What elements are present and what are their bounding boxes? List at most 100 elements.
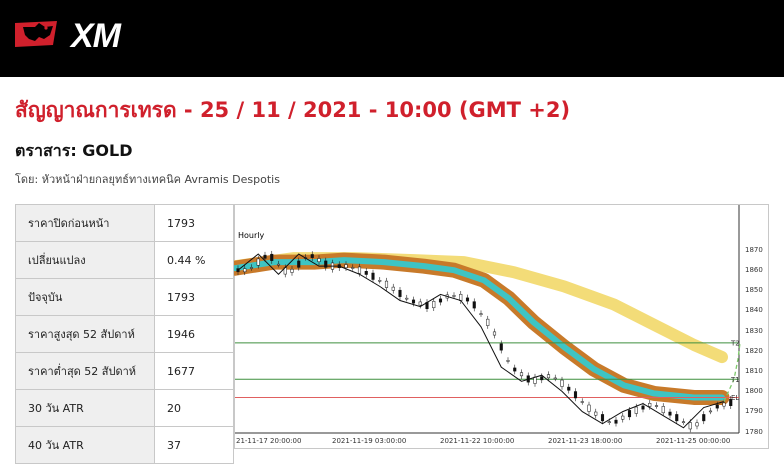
stat-value: 1677 [154,352,234,390]
candle-body [479,313,483,315]
candle-body [729,399,733,406]
candle-body [621,415,625,420]
x-tick-label: 21-11-17 20:00:00 [236,437,301,445]
candle-body [418,301,422,306]
stat-value: 1946 [154,315,234,353]
candle-body [681,421,686,423]
candle-body [452,295,456,297]
table-row: 40 วัน ATR 37 [15,426,234,464]
candle-body [486,318,490,326]
stat-label: ราคาสูงสุด 52 สัปดาห์ [15,315,155,353]
candle-body [310,254,314,258]
candle-body [371,272,375,280]
candle-body [513,367,517,372]
y-tick-label: 1810 [745,367,763,375]
stat-value: 1793 [154,204,234,242]
candle-body [668,411,672,416]
candle-body [580,401,584,403]
candle-body [263,254,267,259]
candle-body [472,301,476,309]
y-tick-label: 1790 [745,407,763,415]
timeframe-label: Hourly [238,231,264,240]
instrument-label: ตราสาร: GOLD [15,141,133,160]
candle-body [641,405,645,410]
candle-body [607,421,611,423]
candle-body [344,264,348,269]
candle-body [722,402,726,407]
candle-body [715,404,719,409]
x-tick-label: 2021-11-22 10:00:00 [440,437,514,445]
candle-body [405,297,409,300]
candle-body [499,343,503,351]
candle-body [627,410,632,418]
entry-level-label: EL [731,394,739,402]
candle-body [648,403,652,407]
table-row: 30 วัน ATR 20 [15,389,234,427]
x-tick-label: 2021-11-25 00:00:00 [656,437,730,445]
candle-body [708,410,713,413]
table-row: ราคาปิดก่อนหน้า 1793 [15,204,234,242]
candle-body [465,297,470,302]
bull-icon [15,21,57,47]
candle-body [276,263,281,266]
stat-label: ราคาปิดก่อนหน้า [15,204,155,242]
candle-body [411,299,416,304]
candle-body [236,268,240,273]
candle-body [398,289,402,297]
candle-body [594,411,598,416]
table-row: ราคาสูงสุด 52 สัปดาห์ 1946 [15,315,234,353]
candle-body [438,298,443,303]
y-tick-label: 1860 [745,266,763,274]
stat-label: ราคาต่ำสุด 52 สัปดาห์ [15,352,155,390]
candle-body [384,280,389,288]
candle-body [492,331,497,336]
candle-body [249,267,254,269]
candle-body [351,267,355,269]
stat-value: 1793 [154,278,234,316]
top-bar: XM [0,0,784,77]
stat-label: 30 วัน ATR [15,389,155,427]
xm-logo[interactable]: XM [13,15,133,55]
band-stroke [232,257,725,401]
stat-label: 40 วัน ATR [15,426,155,464]
x-tick-label: 2021-11-23 18:00:00 [548,437,622,445]
candle-body [519,372,524,377]
candle-body [695,422,699,427]
target2-label: T2 [730,339,740,347]
candle-body [506,360,510,362]
page-title: สัญญาณการเทรด - 25 / 11 / 2021 - 10:00 (… [15,98,571,122]
y-tick-label: 1840 [745,306,763,314]
candle-body [364,271,368,275]
candle-body [587,404,591,412]
stat-value: 37 [154,426,234,464]
candle-body [614,419,618,424]
candle-body [688,422,692,430]
x-tick-label: 2021-11-19 03:00:00 [332,437,406,445]
y-tick-label: 1870 [745,246,763,254]
candle-body [256,258,260,266]
y-tick-label: 1830 [745,327,763,335]
candle-body [600,414,605,422]
candle-body [270,253,274,261]
stats-table: ราคาปิดก่อนหน้า 1793 เปลี่ยนแปลง 0.44 % ปั… [15,204,234,464]
fast-band [227,252,730,405]
stat-label: ปัจจุบัน [15,278,155,316]
stat-value: 20 [154,389,234,427]
y-tick-label: 1780 [745,428,763,436]
candle-body [357,266,362,274]
price-path-line [237,253,725,429]
chart-frame [234,204,769,449]
candle-body [634,406,638,414]
candle-body [567,386,571,391]
price-chart-svg: Hourly T2 T1 EL 1870 1860 1850 1840 1830… [227,204,769,449]
table-row: ปัจจุบัน 1793 [15,278,234,316]
logo-wordmark: XM [71,17,121,55]
candle-body [290,269,294,273]
candle-body [324,260,328,268]
price-chart: Hourly T2 T1 EL 1870 1860 1850 1840 1830… [227,204,769,449]
candle-body [553,377,557,380]
candle-body [317,258,321,262]
candles [229,250,733,433]
candle-body [560,379,564,387]
candle-body [573,391,578,399]
